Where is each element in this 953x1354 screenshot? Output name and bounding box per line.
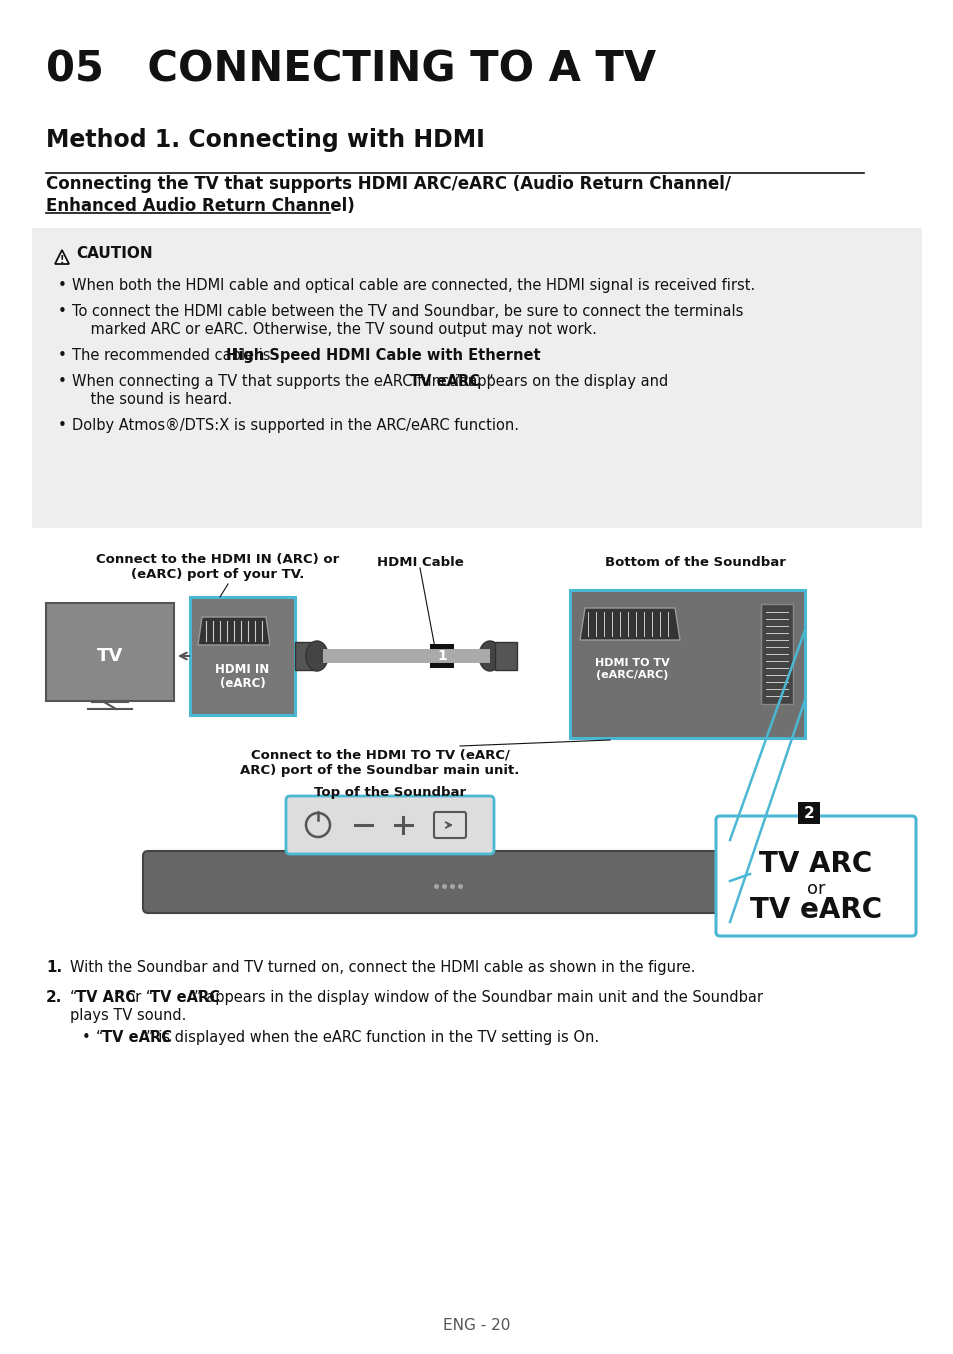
Text: •: • xyxy=(82,1030,91,1045)
FancyBboxPatch shape xyxy=(286,796,494,854)
Bar xyxy=(760,604,792,704)
Text: 05   CONNECTING TO A TV: 05 CONNECTING TO A TV xyxy=(46,47,656,89)
Ellipse shape xyxy=(306,640,328,672)
Text: ” or “: ” or “ xyxy=(113,990,153,1005)
Text: High Speed HDMI Cable with Ethernet: High Speed HDMI Cable with Ethernet xyxy=(226,348,539,363)
Text: .: . xyxy=(453,348,457,363)
Text: To connect the HDMI cable between the TV and Soundbar, be sure to connect the te: To connect the HDMI cable between the TV… xyxy=(71,305,742,320)
Bar xyxy=(725,868,743,890)
Bar xyxy=(797,802,820,825)
Text: Connecting the TV that supports HDMI ARC/eARC (Audio Return Channel/: Connecting the TV that supports HDMI ARC… xyxy=(46,175,730,194)
Text: Connect to the HDMI TO TV (eARC/: Connect to the HDMI TO TV (eARC/ xyxy=(251,747,509,761)
Text: TV ARC: TV ARC xyxy=(759,850,872,877)
Text: Enhanced Audio Return Channel): Enhanced Audio Return Channel) xyxy=(46,196,355,215)
Text: 2: 2 xyxy=(802,806,814,821)
Text: (eARC/ARC): (eARC/ARC) xyxy=(596,670,667,680)
Text: 1.: 1. xyxy=(46,960,62,975)
Text: 1: 1 xyxy=(436,649,446,663)
Text: (eARC) port of your TV.: (eARC) port of your TV. xyxy=(132,567,304,581)
Text: (eARC): (eARC) xyxy=(219,677,265,691)
Text: The recommended cable is: The recommended cable is xyxy=(71,348,274,363)
Text: “: “ xyxy=(96,1030,103,1045)
Text: TV: TV xyxy=(97,647,123,665)
Polygon shape xyxy=(55,250,69,264)
Text: Top of the Soundbar: Top of the Soundbar xyxy=(314,787,466,799)
Text: Bottom of the Soundbar: Bottom of the Soundbar xyxy=(604,556,784,569)
Text: HDMI Cable: HDMI Cable xyxy=(376,556,463,569)
Bar xyxy=(294,642,316,670)
FancyBboxPatch shape xyxy=(143,852,752,913)
Text: ” appears in the display window of the Soundbar main unit and the Soundbar: ” appears in the display window of the S… xyxy=(194,990,762,1005)
Text: Connect to the HDMI IN (ARC) or: Connect to the HDMI IN (ARC) or xyxy=(96,552,339,566)
Text: TV eARC: TV eARC xyxy=(150,990,220,1005)
Text: ARC) port of the Soundbar main unit.: ARC) port of the Soundbar main unit. xyxy=(240,764,519,777)
Polygon shape xyxy=(198,617,270,645)
Text: When both the HDMI cable and optical cable are connected, the HDMI signal is rec: When both the HDMI cable and optical cab… xyxy=(71,278,755,292)
Text: •: • xyxy=(58,278,67,292)
Text: HDMI TO TV: HDMI TO TV xyxy=(594,658,669,668)
Text: •: • xyxy=(58,418,67,433)
Bar xyxy=(495,642,517,670)
Text: TV eARC: TV eARC xyxy=(410,374,479,389)
Text: ENG - 20: ENG - 20 xyxy=(443,1317,510,1332)
Bar xyxy=(430,645,454,668)
Bar xyxy=(569,590,804,738)
Text: ” is displayed when the eARC function in the TV setting is On.: ” is displayed when the eARC function in… xyxy=(146,1030,598,1045)
Text: !: ! xyxy=(60,255,64,265)
Text: HDMI IN: HDMI IN xyxy=(215,663,270,676)
Ellipse shape xyxy=(478,640,500,672)
Text: Method 1. Connecting with HDMI: Method 1. Connecting with HDMI xyxy=(46,129,484,152)
Text: •: • xyxy=(58,348,67,363)
Text: •: • xyxy=(58,305,67,320)
Text: TV eARC: TV eARC xyxy=(749,896,882,923)
Text: 2.: 2. xyxy=(46,990,62,1005)
Text: Dolby Atmos®/DTS:X is supported in the ARC/eARC function.: Dolby Atmos®/DTS:X is supported in the A… xyxy=(71,418,518,433)
Bar xyxy=(32,227,921,528)
Text: plays TV sound.: plays TV sound. xyxy=(70,1007,186,1024)
Text: CAUTION: CAUTION xyxy=(76,246,152,261)
Text: •: • xyxy=(58,374,67,389)
Text: “: “ xyxy=(70,990,77,1005)
Text: TV ARC: TV ARC xyxy=(76,990,136,1005)
Text: marked ARC or eARC. Otherwise, the TV sound output may not work.: marked ARC or eARC. Otherwise, the TV so… xyxy=(71,322,597,337)
Text: With the Soundbar and TV turned on, connect the HDMI cable as shown in the figur: With the Soundbar and TV turned on, conn… xyxy=(70,960,695,975)
Text: When connecting a TV that supports the eARC function, “: When connecting a TV that supports the e… xyxy=(71,374,494,389)
Text: the sound is heard.: the sound is heard. xyxy=(71,393,232,408)
Text: or: or xyxy=(806,880,824,898)
Text: ” appears on the display and: ” appears on the display and xyxy=(456,374,667,389)
Polygon shape xyxy=(579,608,679,640)
Bar xyxy=(46,603,173,701)
Text: TV eARC: TV eARC xyxy=(102,1030,172,1045)
Bar xyxy=(190,597,294,715)
FancyBboxPatch shape xyxy=(716,816,915,936)
